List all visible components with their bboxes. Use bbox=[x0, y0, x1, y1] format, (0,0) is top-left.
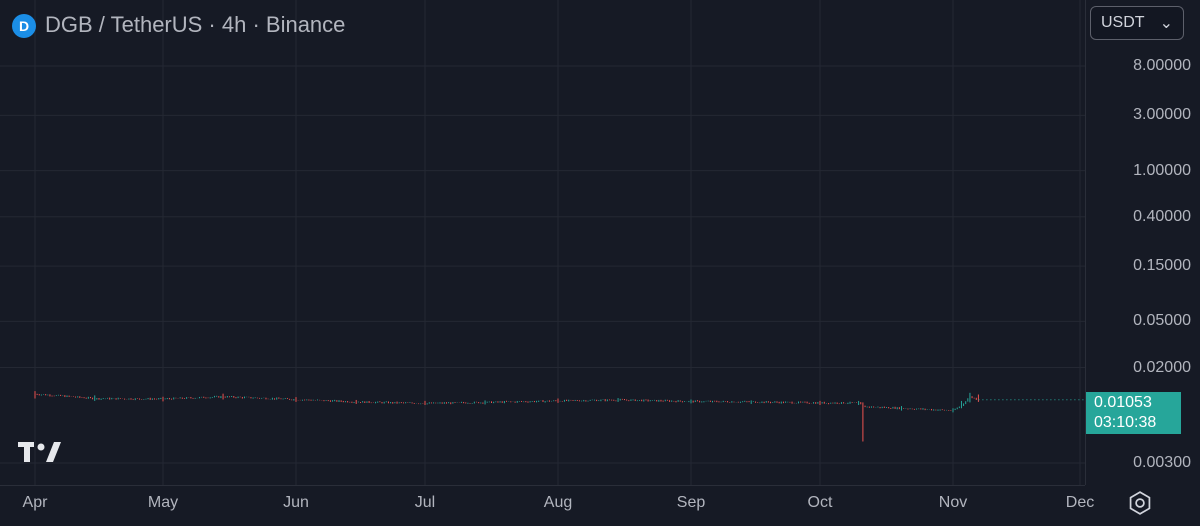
chart-pane[interactable] bbox=[0, 0, 1085, 485]
chevron-down-icon: ⌄ bbox=[1159, 15, 1173, 32]
time-tick-label: May bbox=[147, 494, 179, 511]
time-tick-label: Aug bbox=[543, 494, 573, 511]
symbol-logo-icon: D bbox=[12, 14, 36, 38]
price-tick-label: 1.00000 bbox=[1133, 161, 1191, 179]
last-price-label: 0.01053 03:10:38 bbox=[1086, 391, 1181, 434]
time-tick-label: Jul bbox=[414, 494, 436, 511]
time-axis[interactable]: Apr May Jun Jul Aug Sep Oct Nov Dec bbox=[0, 485, 1094, 526]
currency-select-value: USDT bbox=[1101, 14, 1145, 31]
symbol-logo-letter: D bbox=[18, 18, 30, 34]
tradingview-logo-icon bbox=[18, 442, 61, 462]
candles bbox=[34, 391, 979, 442]
price-tick-label: 8.00000 bbox=[1133, 57, 1191, 74]
last-price-value: 0.01053 bbox=[1094, 393, 1152, 411]
price-axis[interactable]: 8.00000 3.00000 1.00000 0.40000 0.15000 0.050… bbox=[1085, 0, 1200, 485]
time-tick-label: Apr bbox=[22, 494, 48, 511]
bar-countdown: 03:10:38 bbox=[1094, 413, 1157, 431]
price-tick-label: 3.00000 bbox=[1133, 106, 1191, 124]
price-tick-label: 0.40000 bbox=[1133, 207, 1191, 225]
time-tick-label: Sep bbox=[676, 494, 706, 511]
price-tick-label: 0.00300 bbox=[1133, 454, 1191, 471]
time-tick-label: Nov bbox=[938, 494, 968, 511]
price-tick-label: 0.02000 bbox=[1133, 358, 1191, 376]
price-tick-label: 0.05000 bbox=[1133, 312, 1191, 330]
price-chart[interactable] bbox=[0, 0, 1085, 485]
time-tick-label: Jun bbox=[283, 494, 309, 511]
chart-title: DGB / TetherUS · 4h · Binance bbox=[45, 12, 346, 37]
time-tick-label: Oct bbox=[807, 494, 833, 511]
time-tick-label: Dec bbox=[1065, 494, 1095, 511]
currency-select[interactable]: USDT ⌄ bbox=[1090, 6, 1184, 40]
price-tick-label: 0.15000 bbox=[1133, 257, 1191, 275]
settings-icon[interactable] bbox=[1127, 490, 1153, 516]
